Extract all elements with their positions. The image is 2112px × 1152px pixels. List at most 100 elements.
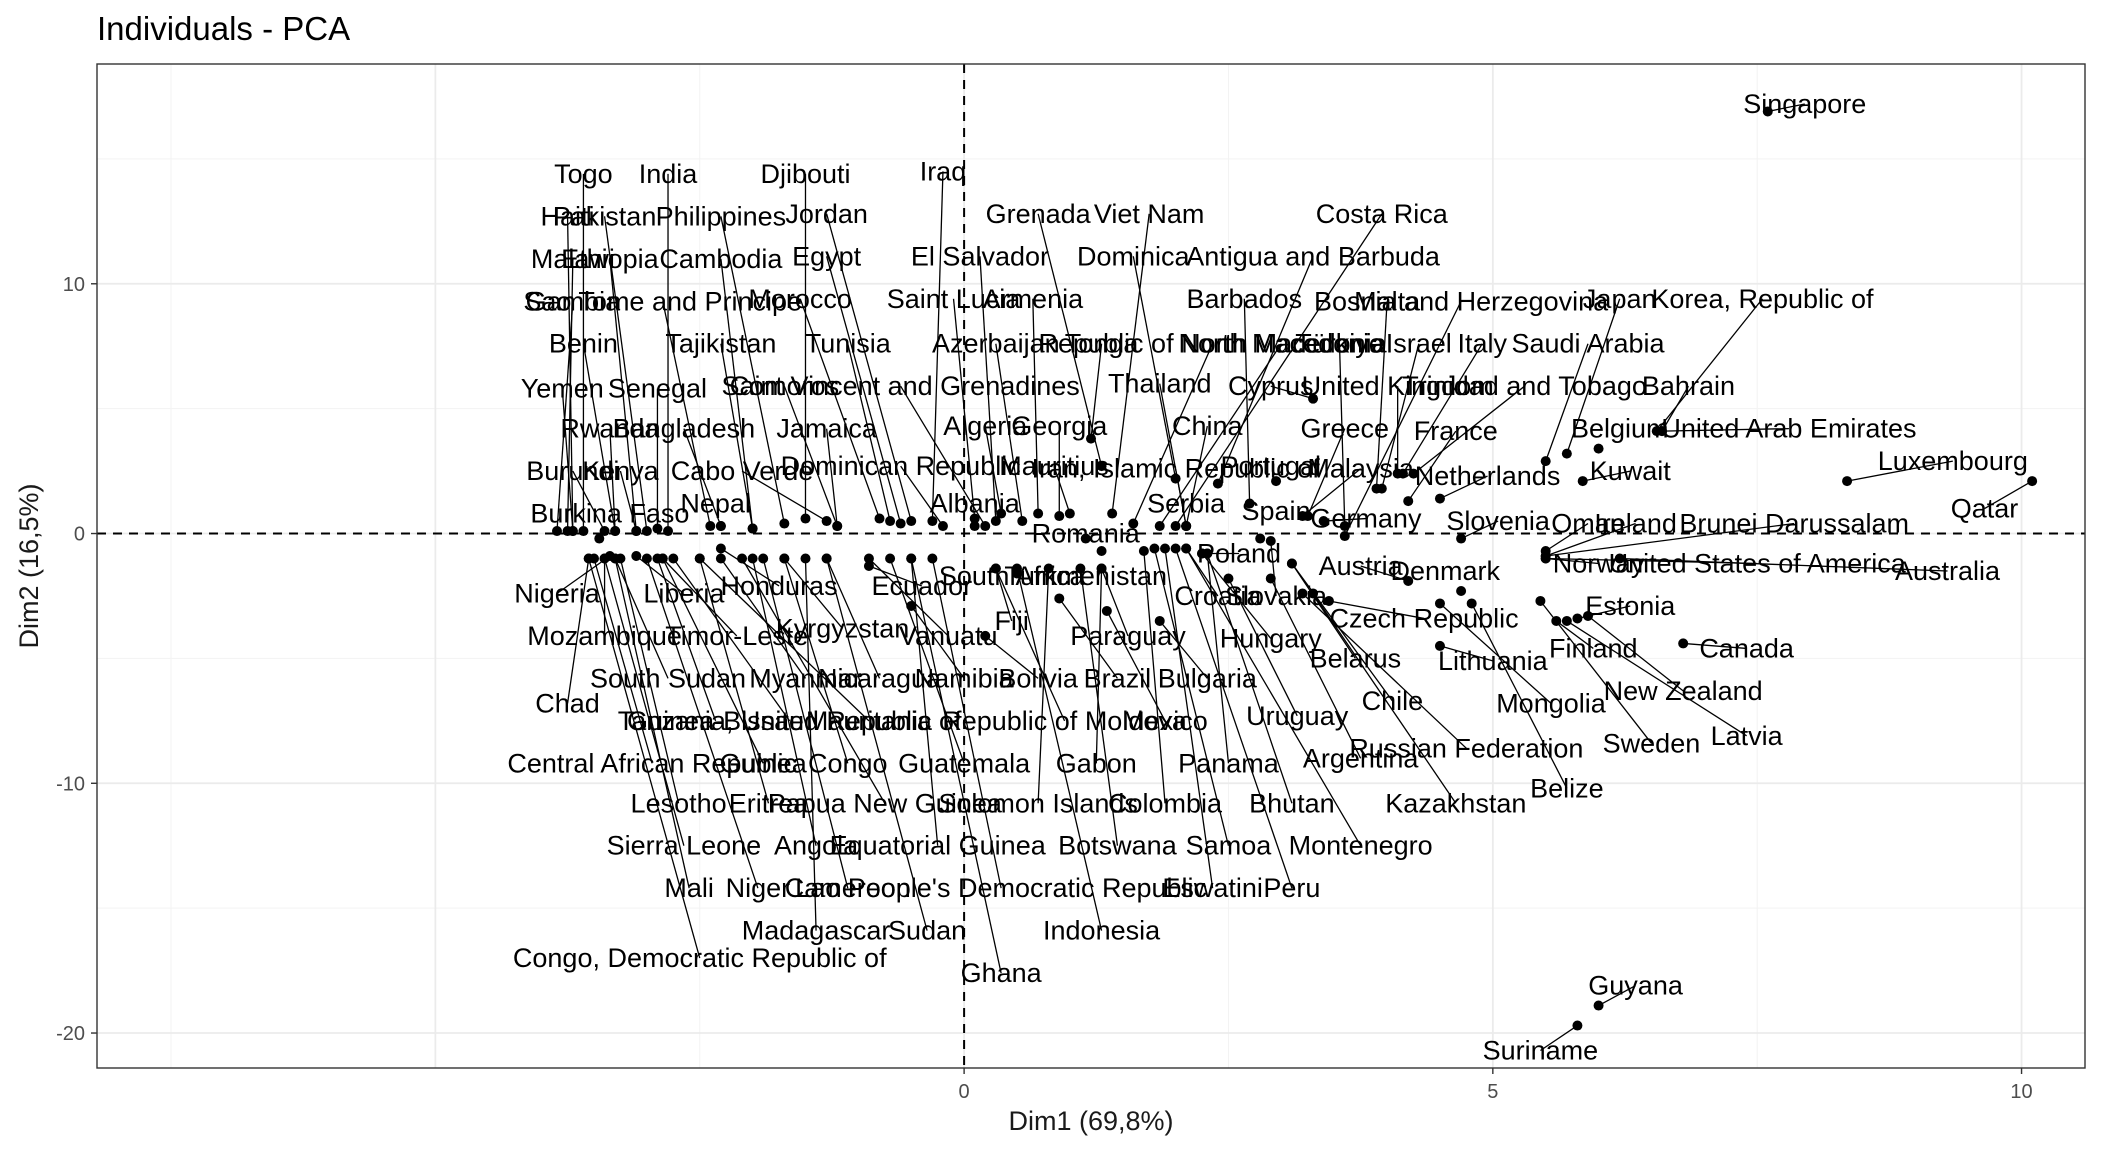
data-point (821, 553, 832, 564)
point-label: Kazakhstan (1385, 788, 1526, 818)
y-tick-label: 0 (74, 524, 85, 546)
point-label: Thailand (1108, 369, 1212, 399)
point-label: Bolivia (998, 663, 1079, 693)
data-point (1043, 563, 1054, 574)
point-label: Serbia (1147, 489, 1226, 519)
data-point (715, 553, 726, 564)
label-leader-line (683, 428, 722, 527)
label-leader-line (619, 470, 637, 532)
point-label: Eritrea (729, 788, 810, 818)
label-leader-line (1111, 213, 1150, 514)
point-label: India (639, 159, 699, 189)
point-label: Solomon Islands (938, 788, 1138, 818)
label-leader-line (1053, 465, 1071, 514)
point-label: Cameroon (785, 873, 911, 903)
point-label: Namibia (915, 663, 1015, 693)
data-point (652, 523, 663, 534)
label-leader-line (1540, 1025, 1578, 1052)
label-leader-line (588, 558, 701, 959)
label-leader-line (1984, 480, 2033, 510)
point-label: Niger (726, 873, 791, 903)
point-label: Pakistan (553, 201, 657, 231)
label-leader-line (1016, 568, 1103, 931)
label-leader-line (561, 388, 574, 532)
label-leader-line (1302, 468, 1362, 517)
label-leader-line (1206, 553, 1293, 804)
point-label: Sao Tome and Principe (523, 286, 802, 316)
data-point (1392, 468, 1403, 479)
point-label: Cambodia (659, 244, 783, 274)
point-label: Georgia (1011, 411, 1108, 441)
point-label: Algeria (943, 411, 1028, 441)
label-leader-line (1402, 343, 1483, 474)
data-point (1181, 543, 1192, 554)
label-leader-line (1291, 563, 1356, 659)
label-leader-line (995, 568, 1013, 622)
data-point (1271, 476, 1282, 487)
data-point (567, 526, 578, 537)
point-label: Myanmar (749, 663, 862, 693)
point-label: Mauritania (806, 706, 933, 736)
label-leader-lines (556, 103, 2033, 1052)
point-label: France (1414, 416, 1498, 446)
label-leader-line (1037, 213, 1103, 467)
data-point (800, 513, 811, 524)
point-label: Colombia (1108, 788, 1223, 818)
label-leader-line (1471, 603, 1568, 789)
data-point (1080, 533, 1091, 544)
point-label: Lao People's Democratic Republic (795, 873, 1207, 903)
point-label: Rwanda (560, 414, 660, 444)
point-label: Gambia (526, 286, 622, 316)
point-label: Jamaica (776, 414, 878, 444)
point-label: Cabo Verde (671, 456, 814, 486)
point-label: Mauritius (999, 451, 1109, 481)
data-point (610, 526, 621, 537)
label-leader-line (931, 171, 944, 522)
point-label: Ethiopia (561, 244, 660, 274)
label-leader-line (1413, 385, 1525, 475)
label-leader-line (1566, 298, 1621, 454)
point-label: Lithuania (1438, 646, 1549, 676)
point-label: Panama (1178, 748, 1280, 778)
point-label: Poland (1197, 539, 1281, 569)
data-point (1577, 476, 1588, 487)
label-leader-line (1767, 103, 1805, 113)
data-point (863, 561, 874, 571)
data-point (800, 553, 811, 564)
point-label: Mozambique (527, 621, 682, 651)
label-leader-line (1661, 385, 1690, 432)
label-leader-line (1164, 548, 1214, 889)
label-leader-line (783, 558, 849, 764)
point-label: Central African Republic (507, 748, 797, 778)
data-point (1339, 531, 1350, 542)
data-point (990, 516, 1001, 527)
data-point (599, 526, 610, 537)
data-point (1572, 1020, 1583, 1031)
label-leader-line (783, 558, 843, 629)
x-tick-label: 0 (959, 1081, 970, 1103)
data-point (551, 526, 562, 537)
label-leader-line (1566, 620, 1747, 737)
label-leader-line (1201, 553, 1272, 639)
point-label: Kyrgyzstan (776, 613, 910, 643)
label-leader-line (1460, 520, 1499, 540)
label-leader-line (603, 558, 685, 846)
point-label: Nepal (680, 489, 751, 519)
data-point (1466, 598, 1477, 609)
point-label: Guatemala (898, 748, 1031, 778)
point-label: Mexico (1122, 706, 1208, 736)
point-label: Azerbaijan (932, 329, 1060, 359)
data-point (599, 553, 610, 564)
point-label: Burkina Faso (530, 499, 689, 529)
point-label: Tajikistan (665, 329, 776, 359)
point-label: Japan (1583, 284, 1657, 314)
data-point (832, 521, 843, 532)
point-label: Russian Federation (1349, 733, 1583, 763)
data-point (610, 553, 621, 564)
data-point (758, 553, 769, 564)
label-leader-line (1381, 343, 1420, 489)
data-point (737, 553, 748, 564)
label-leader-line (910, 558, 1002, 974)
point-label: Kenya (582, 456, 660, 486)
data-point (1033, 508, 1044, 519)
